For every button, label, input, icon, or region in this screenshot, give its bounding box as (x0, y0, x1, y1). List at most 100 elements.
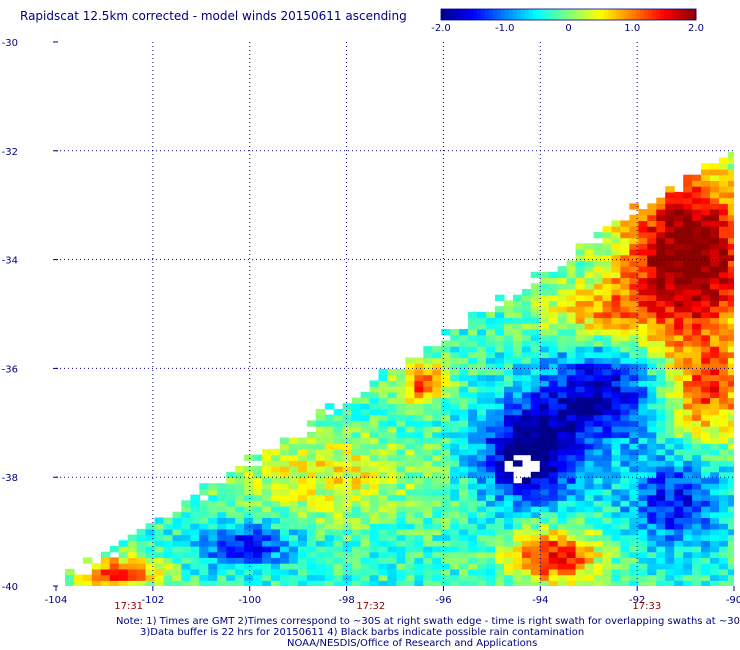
data-cell (539, 300, 550, 307)
data-cell (226, 534, 236, 541)
data-cell (665, 511, 675, 518)
data-cell (727, 386, 734, 393)
data-cell (710, 477, 720, 484)
data-cell (701, 323, 711, 330)
data-cell (208, 551, 218, 558)
colorbar-segment (580, 9, 585, 20)
data-cell (521, 368, 532, 376)
data-cell (351, 568, 362, 576)
data-cell (315, 546, 326, 553)
data-cell (638, 488, 648, 496)
data-cell (512, 488, 523, 496)
data-cell (459, 460, 469, 467)
data-cell (504, 420, 514, 427)
data-cell (647, 426, 657, 433)
data-cell (486, 488, 496, 496)
data-cell (280, 574, 290, 581)
data-cell (468, 374, 478, 381)
data-cell (683, 574, 693, 581)
data-cell (701, 266, 711, 273)
data-cell (566, 534, 577, 541)
data-cell (683, 488, 693, 496)
data-cell (288, 511, 299, 518)
data-cell (539, 340, 550, 347)
data-cell (486, 574, 496, 581)
data-cell (486, 380, 496, 387)
data-cell (459, 517, 469, 524)
data-cell (584, 534, 595, 541)
data-cell (405, 494, 415, 501)
data-cell (620, 488, 630, 496)
data-cell (288, 528, 299, 536)
data-cell (414, 368, 424, 376)
data-cell (611, 289, 622, 296)
data-cell (566, 500, 577, 507)
data-cell (629, 346, 639, 353)
data-cell (719, 540, 729, 547)
data-cell (719, 494, 729, 501)
data-cell (521, 580, 532, 586)
data-cell (65, 580, 75, 586)
data-cell (620, 237, 630, 244)
data-cell (683, 249, 693, 256)
data-cell (557, 403, 568, 410)
data-cell (477, 403, 487, 410)
data-cell (584, 266, 595, 273)
data-cell (351, 408, 362, 416)
data-cell (504, 580, 514, 586)
data-cell (468, 551, 478, 558)
data-cell (297, 483, 308, 490)
data-cell (566, 431, 577, 439)
data-cell (575, 488, 586, 496)
data-cell (674, 414, 684, 421)
data-cell (315, 408, 326, 416)
data-cell (486, 511, 496, 518)
data-cell (683, 483, 693, 490)
data-cell (584, 506, 595, 513)
data-cell (593, 483, 604, 490)
data-cell (566, 426, 577, 433)
data-cell (244, 563, 254, 570)
data-cell (548, 506, 559, 513)
data-cell (217, 528, 227, 536)
data-cell (351, 563, 362, 570)
data-cell (611, 568, 622, 576)
data-cell (665, 391, 675, 399)
data-cell (656, 289, 666, 296)
data-cell (629, 574, 639, 581)
data-cell (611, 431, 622, 439)
data-cell (387, 414, 398, 421)
data-cell (719, 306, 729, 313)
data-cell (629, 277, 639, 284)
data-cell (539, 380, 550, 387)
data-cell (441, 471, 451, 479)
data-cell (512, 500, 523, 507)
data-cell (539, 528, 550, 536)
data-cell (459, 363, 469, 370)
data-cell (199, 540, 209, 547)
data-cell (539, 546, 550, 553)
data-cell (459, 329, 469, 336)
data-cell (692, 517, 702, 524)
data-cell (297, 517, 308, 524)
data-cell (593, 431, 604, 439)
data-cell (172, 528, 183, 536)
data-cell (288, 574, 299, 581)
data-cell (405, 443, 415, 450)
data-cell (593, 346, 604, 353)
data-cell (557, 334, 568, 341)
data-cell (495, 563, 505, 570)
data-cell (584, 466, 595, 473)
data-cell (620, 283, 630, 290)
data-cell (288, 506, 299, 513)
data-cell (360, 534, 371, 541)
data-cell (450, 346, 460, 353)
data-cell (512, 431, 523, 439)
colorbar-segment (540, 9, 546, 20)
data-cell (701, 203, 711, 210)
data-cell (683, 563, 693, 570)
data-cell (530, 431, 541, 439)
data-cell (719, 157, 729, 164)
data-cell (405, 397, 415, 404)
data-cell (692, 260, 702, 267)
